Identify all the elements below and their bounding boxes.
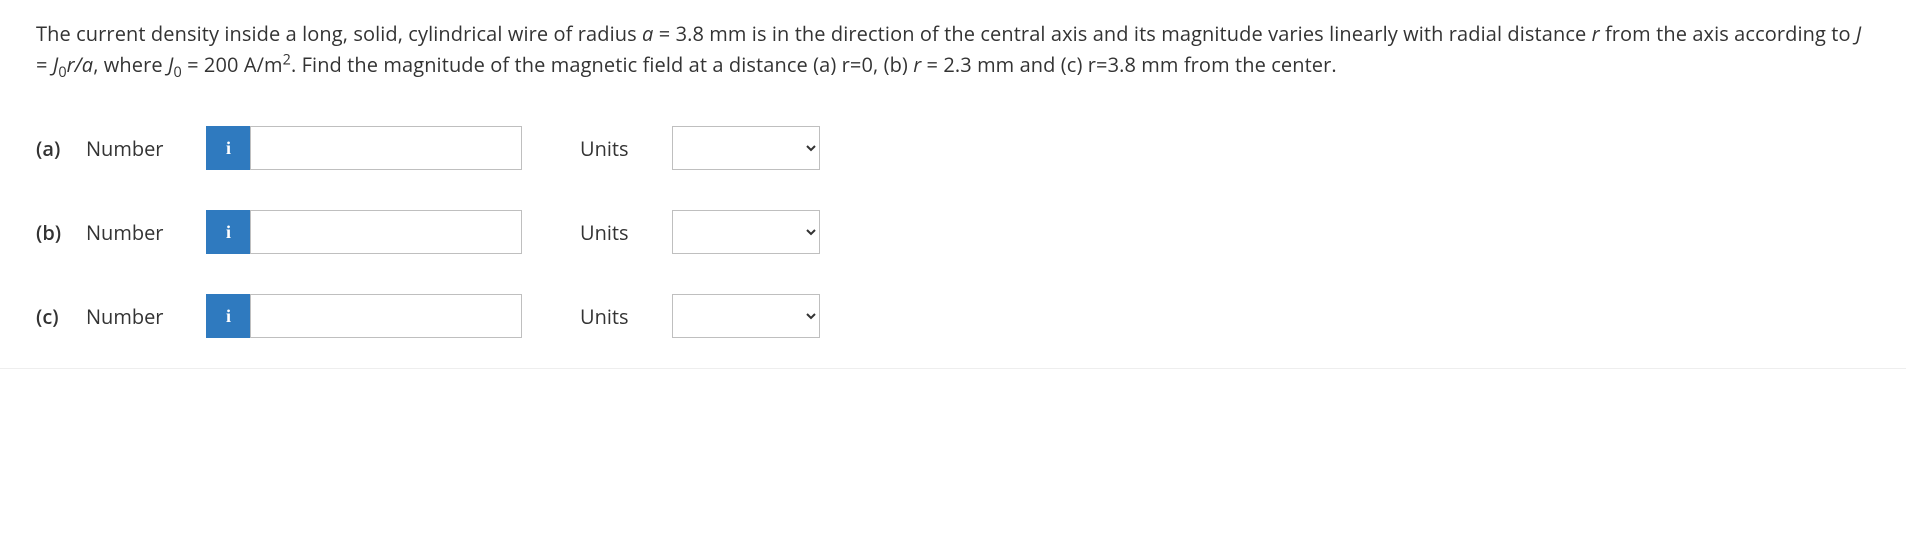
text-frag: The current density inside a long, solid… xyxy=(36,20,642,47)
units-select-a[interactable] xyxy=(672,126,820,170)
var-r: r xyxy=(1592,20,1600,47)
text-frag: varies linearly with radial distance xyxy=(1268,20,1592,47)
question-text: The current density inside a long, solid… xyxy=(36,18,1870,84)
part-label-a: (a) xyxy=(36,135,86,162)
units-select-b[interactable] xyxy=(672,210,820,254)
number-input-group-b: i xyxy=(206,210,522,254)
text-frag: = 200 A/m xyxy=(182,51,283,78)
number-input-group-c: i xyxy=(206,294,522,338)
text-frag: , where xyxy=(93,51,168,78)
text-frag: r/a xyxy=(67,51,94,78)
info-icon[interactable]: i xyxy=(206,294,250,338)
text-frag: = xyxy=(36,51,53,78)
number-input-c[interactable] xyxy=(250,294,522,338)
number-label: Number xyxy=(86,303,206,330)
units-label: Units xyxy=(580,303,672,330)
number-input-b[interactable] xyxy=(250,210,522,254)
answers-block: (a) Number i Units (b) Number i Units xyxy=(36,126,1870,338)
answer-row-a: (a) Number i Units xyxy=(36,126,1870,170)
question-container: The current density inside a long, solid… xyxy=(0,0,1906,369)
sup-2: 2 xyxy=(283,50,291,69)
units-label: Units xyxy=(580,135,672,162)
text-frag: = 3.8 mm is in the direction of the cent… xyxy=(653,20,1262,47)
answer-row-b: (b) Number i Units xyxy=(36,210,1870,254)
info-icon[interactable]: i xyxy=(206,126,250,170)
units-label: Units xyxy=(580,219,672,246)
var-J: J xyxy=(1856,20,1861,47)
part-label-b: (b) xyxy=(36,219,86,246)
units-select-c[interactable] xyxy=(672,294,820,338)
text-frag: . Find the magnitude of the magnetic fie… xyxy=(291,51,683,78)
part-label-c: (c) xyxy=(36,303,86,330)
info-icon[interactable]: i xyxy=(206,210,250,254)
text-frag: = 2.3 mm and (c) r=3.8 mm from the cente… xyxy=(921,51,1337,78)
sub-0: 0 xyxy=(58,63,66,82)
sub-0-2: 0 xyxy=(173,63,181,82)
number-input-a[interactable] xyxy=(250,126,522,170)
var-a: a xyxy=(642,20,653,47)
answer-row-c: (c) Number i Units xyxy=(36,294,1870,338)
number-label: Number xyxy=(86,219,206,246)
text-frag: at a distance (a) r=0, (b) xyxy=(689,51,914,78)
number-input-group-a: i xyxy=(206,126,522,170)
text-frag: from the axis according to xyxy=(1600,20,1856,47)
number-label: Number xyxy=(86,135,206,162)
